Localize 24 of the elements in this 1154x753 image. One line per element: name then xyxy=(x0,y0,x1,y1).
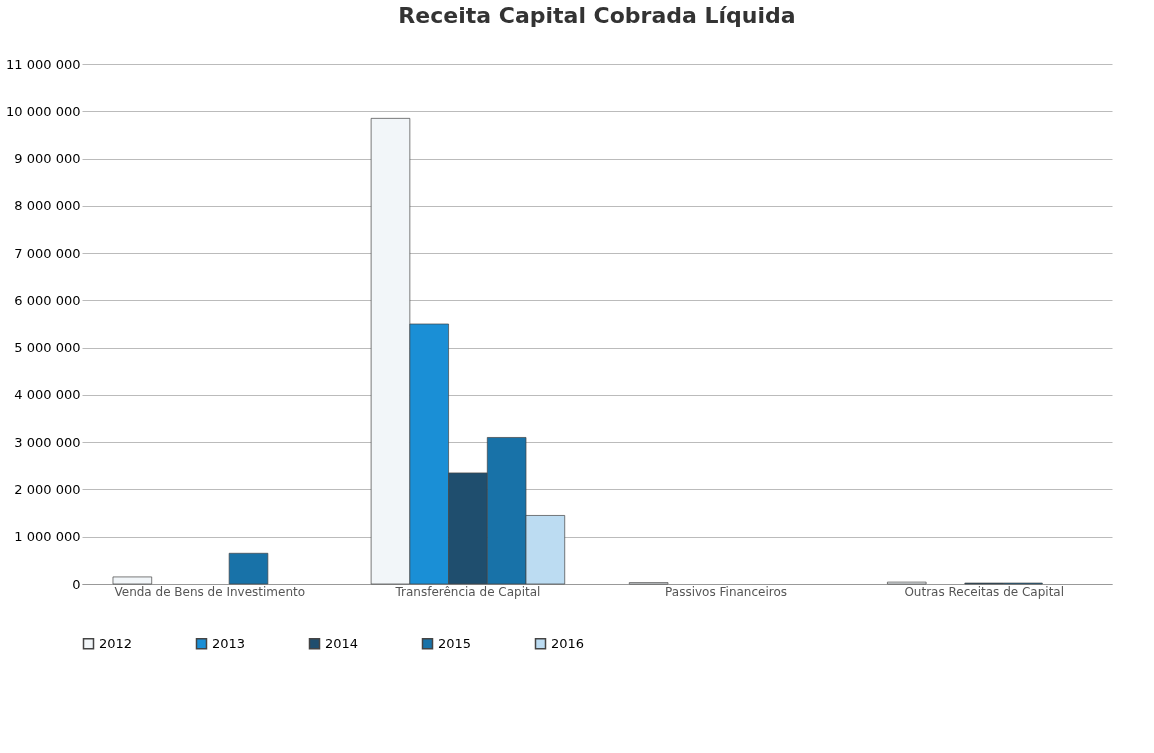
y-tick-label: 7 000 000 xyxy=(14,245,81,261)
chart-title: Receita Capital Cobrada Líquida xyxy=(398,3,796,28)
x-tick-label: Outras Receitas de Capital xyxy=(904,584,1065,599)
y-tick-label: 0 xyxy=(72,576,81,592)
x-tick-label: Venda de Bens de Investimento xyxy=(114,584,306,599)
y-tick-label: 5 000 000 xyxy=(14,340,81,356)
x-tick-label: Passivos Financeiros xyxy=(665,584,788,599)
bar xyxy=(112,576,153,585)
y-tick-label: 10 000 000 xyxy=(6,103,81,119)
y-tick-label: 8 000 000 xyxy=(14,198,81,214)
y-tick-label: 1 000 000 xyxy=(14,529,81,545)
y-tick-label: 2 000 000 xyxy=(14,481,81,497)
y-tick-label: 11 000 000 xyxy=(6,56,81,72)
legend-label: 2012 xyxy=(99,635,133,651)
legend-label: 2014 xyxy=(325,635,359,651)
y-tick-label: 4 000 000 xyxy=(14,387,81,403)
bar xyxy=(228,552,269,585)
x-tick-label: Transferência de Capital xyxy=(394,584,541,599)
legend-label: 2013 xyxy=(212,635,246,651)
y-tick-label: 9 000 000 xyxy=(14,151,81,167)
y-tick-label: 3 000 000 xyxy=(14,434,81,450)
legend-label: 2016 xyxy=(551,635,585,651)
y-tick-label: 6 000 000 xyxy=(14,292,81,308)
legend-label: 2015 xyxy=(438,635,472,651)
